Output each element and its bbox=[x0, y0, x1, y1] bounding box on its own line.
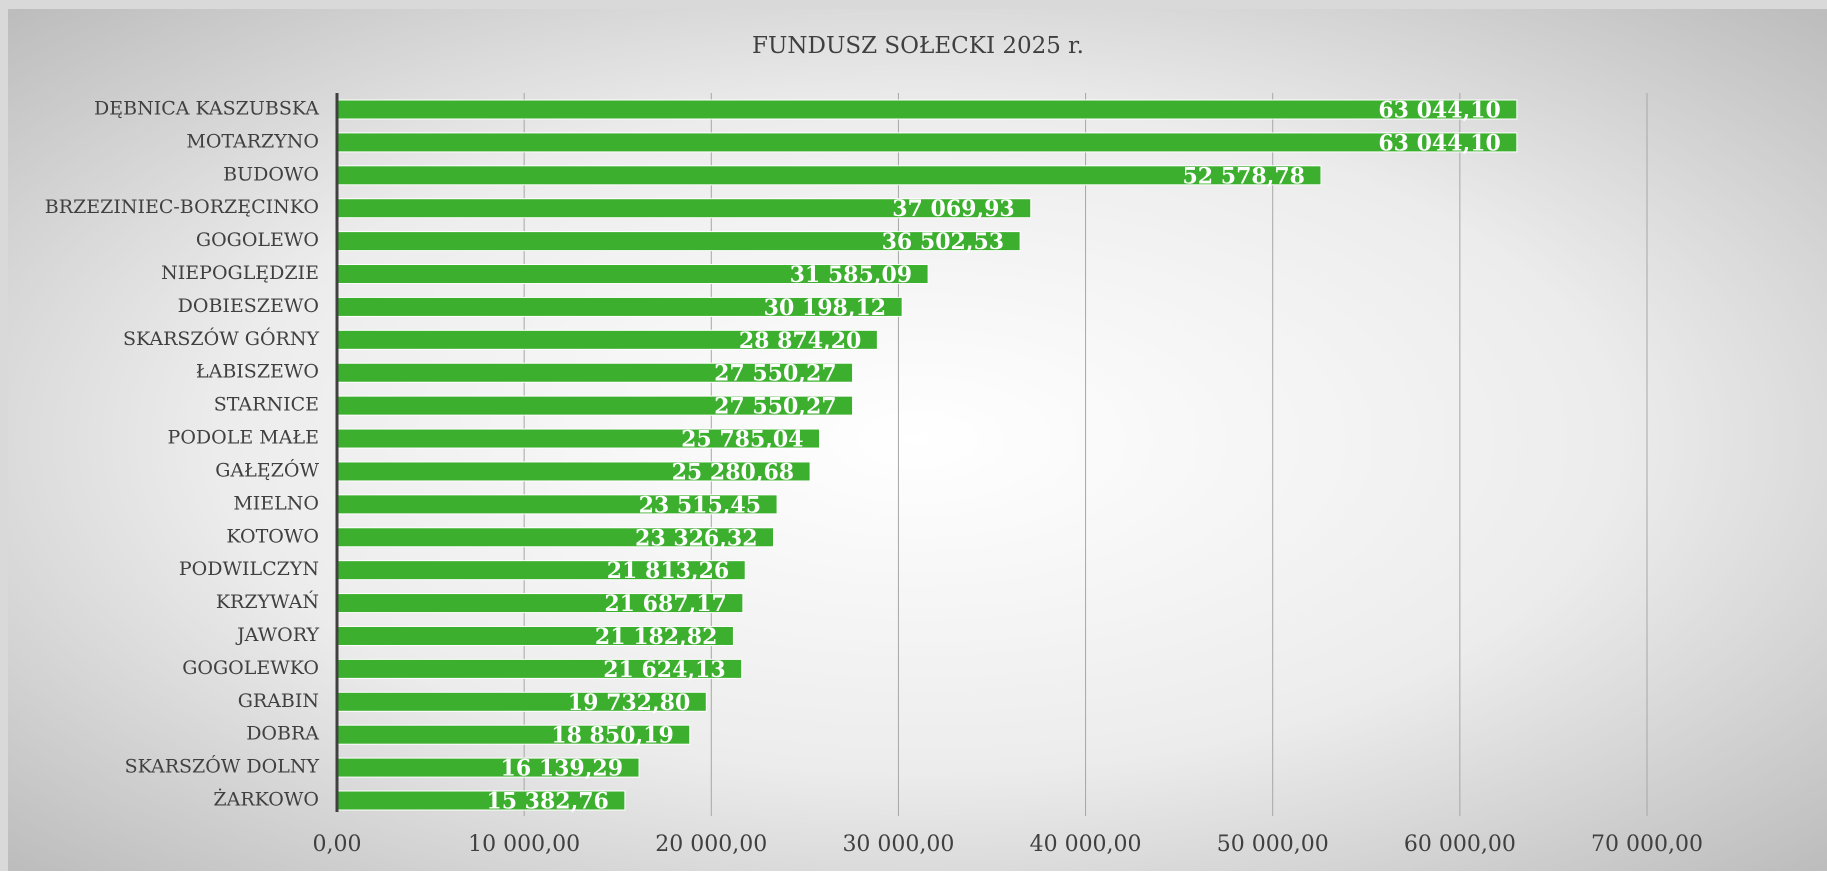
y-tick-label: DOBRA bbox=[246, 723, 319, 745]
y-tick-label: ŁABISZEWO bbox=[196, 361, 319, 383]
y-tick-label: MIELNO bbox=[233, 492, 319, 514]
value-label: 25 785,04 bbox=[681, 427, 803, 453]
y-tick-label: MOTARZYNO bbox=[186, 130, 319, 152]
y-tick-label: GOGOLEWKO bbox=[182, 657, 319, 679]
y-tick-label: SKARSZÓW DOLNY bbox=[125, 755, 320, 778]
value-label: 21 624,13 bbox=[603, 657, 725, 683]
chart-area bbox=[8, 9, 1827, 871]
y-tick-label: GOGOLEWO bbox=[196, 229, 319, 251]
value-label: 28 874,20 bbox=[739, 328, 861, 354]
value-label: 21 182,82 bbox=[595, 624, 717, 650]
value-label: 31 585,09 bbox=[790, 262, 912, 288]
x-tick-label: 30 000,00 bbox=[842, 832, 954, 857]
y-tick-label: GRABIN bbox=[238, 690, 319, 712]
y-tick-label: SKARSZÓW GÓRNY bbox=[123, 327, 320, 350]
value-label: 25 280,68 bbox=[672, 459, 794, 485]
y-tick-label: PODWILCZYN bbox=[179, 558, 319, 580]
y-tick-label: BRZEZINIEC-BORZĘCINKO bbox=[45, 196, 319, 218]
y-tick-label: PODOLE MAŁE bbox=[168, 427, 319, 449]
value-label: 23 326,32 bbox=[635, 525, 757, 551]
y-tick-label: ŻARKOWO bbox=[213, 788, 319, 811]
value-label: 21 687,17 bbox=[604, 591, 726, 617]
x-tick-label: 70 000,00 bbox=[1591, 832, 1703, 857]
y-tick-label: DOBIESZEWO bbox=[178, 295, 319, 317]
value-label: 21 813,26 bbox=[607, 558, 729, 584]
value-label: 63 044,10 bbox=[1378, 98, 1500, 124]
value-label: 63 044,10 bbox=[1378, 130, 1500, 156]
value-label: 23 515,45 bbox=[639, 492, 761, 518]
y-tick-label: JAWORY bbox=[235, 624, 319, 646]
x-tick-label: 10 000,00 bbox=[468, 832, 580, 857]
y-tick-label: STARNICE bbox=[214, 394, 319, 416]
value-label: 15 382,76 bbox=[486, 789, 608, 815]
y-tick-label: GAŁĘZÓW bbox=[215, 458, 319, 481]
bar bbox=[336, 99, 1518, 120]
x-tick-label: 40 000,00 bbox=[1030, 832, 1142, 857]
value-label: 36 502,53 bbox=[882, 229, 1004, 255]
value-label: 27 550,27 bbox=[714, 394, 836, 420]
value-label: 37 069,93 bbox=[892, 196, 1014, 222]
value-label: 27 550,27 bbox=[714, 361, 836, 387]
y-tick-label: NIEPOGLĘDZIE bbox=[161, 262, 319, 284]
y-tick-label: KRZYWAŃ bbox=[216, 590, 319, 613]
bar bbox=[336, 165, 1322, 186]
bar bbox=[336, 132, 1518, 153]
value-label: 18 850,19 bbox=[551, 723, 673, 749]
y-tick-label: BUDOWO bbox=[223, 163, 319, 185]
x-tick-label: 50 000,00 bbox=[1217, 832, 1329, 857]
value-label: 30 198,12 bbox=[764, 295, 886, 321]
value-label: 52 578,78 bbox=[1182, 163, 1304, 189]
y-tick-label: DĘBNICA KASZUBSKA bbox=[94, 98, 319, 120]
x-tick-label: 60 000,00 bbox=[1404, 832, 1516, 857]
value-label: 19 732,80 bbox=[568, 690, 690, 716]
x-tick-label: 0,00 bbox=[313, 832, 362, 857]
chart-title: FUNDUSZ SOŁECKI 2025 r. bbox=[752, 33, 1084, 59]
y-tick-label: KOTOWO bbox=[226, 525, 319, 547]
value-label: 16 139,29 bbox=[501, 756, 623, 782]
x-tick-label: 20 000,00 bbox=[655, 832, 767, 857]
